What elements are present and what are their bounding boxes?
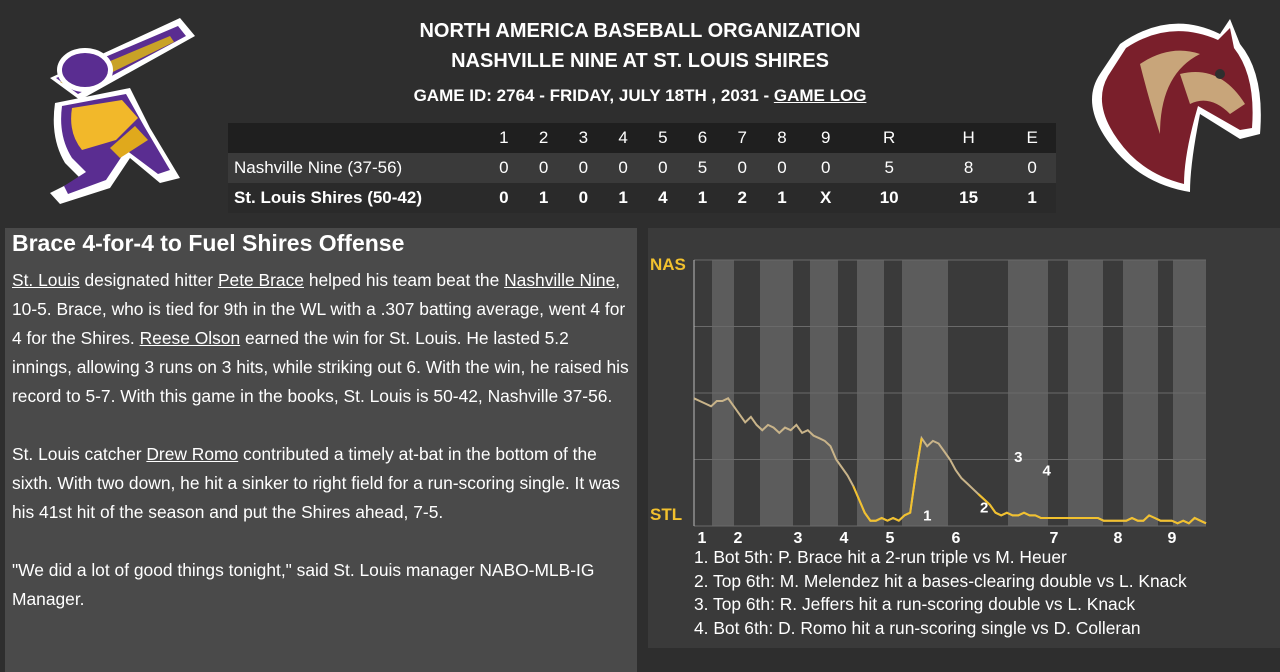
recap-text: , 10-5. Brace, who is tied for 9th in th… <box>12 270 626 348</box>
inning-tick-label: 5 <box>886 530 895 547</box>
inning-tick-label: 7 <box>1050 530 1059 547</box>
game-log-link[interactable]: GAME LOG <box>773 86 867 105</box>
y-label-top: NAS <box>650 255 686 274</box>
team-link-st-louis[interactable]: St. Louis <box>12 270 80 290</box>
player-link-drew-romo[interactable]: Drew Romo <box>146 444 239 464</box>
linescore-cell: 5 <box>884 158 894 177</box>
recap-text: helped his team beat the <box>303 270 505 290</box>
linescore-header-cell: 6 <box>697 128 708 147</box>
recap-text: earned the win for St. Louis. He lasted … <box>12 328 629 406</box>
game-recap-panel: Brace 4-for-4 to Fuel Shires Offense St.… <box>5 228 637 672</box>
game-id-text: GAME ID: 2764 - FRIDAY, JULY 18TH , 2031… <box>413 86 774 105</box>
inning-tick-label: 4 <box>840 530 849 547</box>
linescore-header-cell: 8 <box>777 128 787 147</box>
linescore-cell: 15 <box>959 188 979 207</box>
linescore-cell: 0 <box>1027 158 1037 177</box>
linescore-header-row: 1 2 3 4 5 6 7 8 9 R H E <box>228 123 1056 153</box>
linescore-cell: 0 <box>499 188 509 207</box>
linescore-header-cell: 9 <box>820 128 831 147</box>
key-play-marker: 3 <box>1014 449 1022 466</box>
matchup-title: NASHVILLE NINE AT ST. LOUIS SHIRES <box>451 50 829 72</box>
linescore-row-away: Nashville Nine (37-56) 0 0 0 0 0 5 0 0 0… <box>228 153 1056 183</box>
linescore-header-cell: 7 <box>737 128 747 147</box>
linescore-cell: 0 <box>777 158 787 177</box>
player-link-reese-olson[interactable]: Reese Olson <box>139 328 241 348</box>
recap-body: St. Louis designated hitter Pete Brace h… <box>12 266 632 614</box>
inning-tick-label: 6 <box>952 530 961 547</box>
inning-tick-label: 8 <box>1114 530 1123 547</box>
win-probability-line-highlight <box>852 438 923 522</box>
linescore-header-cell: 3 <box>578 128 589 147</box>
linescore-header-cell: 4 <box>618 128 628 147</box>
linescore-header-cell: H <box>962 128 975 147</box>
key-play-item: 2. Top 6th: M. Melendez hit a bases-clea… <box>694 570 1187 591</box>
team-name-away[interactable]: Nashville Nine (37-56) <box>234 158 403 177</box>
linescore-cell: 1 <box>538 188 549 207</box>
horse-head-logo-icon <box>1092 19 1261 192</box>
linescore-cell: 8 <box>963 158 974 177</box>
linescore-cell: 0 <box>820 158 831 177</box>
linescore-cell: 0 <box>538 158 549 177</box>
key-play-item: 3. Top 6th: R. Jeffers hit a run-scoring… <box>694 594 1136 614</box>
inning-tick-label: 1 <box>698 530 707 547</box>
linescore-cell: 1 <box>1027 188 1037 207</box>
linescore-cell: 1 <box>777 188 787 207</box>
game-info: GAME ID: 2764 - FRIDAY, JULY 18TH , 2031… <box>340 86 940 106</box>
linescore-cell: 5 <box>697 158 708 177</box>
linescore-cell: X <box>820 188 832 207</box>
batter-logo-icon <box>50 18 195 204</box>
y-label-bottom: STL <box>650 505 682 524</box>
linescore-cell: 0 <box>578 158 589 177</box>
recap-text: contributed a timely at-bat in the botto… <box>12 444 620 522</box>
linescore-corner <box>228 123 484 153</box>
recap-paragraph-1: St. Louis designated hitter Pete Brace h… <box>12 266 632 411</box>
org-title: NORTH AMERICA BASEBALL ORGANIZATION <box>419 20 861 42</box>
linescore-cell: 0 <box>578 188 589 207</box>
linescore-header-cell: 2 <box>538 128 549 147</box>
inning-tick-label: 9 <box>1168 530 1177 547</box>
key-play-marker: 1 <box>923 508 931 525</box>
player-link-pete-brace[interactable]: Pete Brace <box>217 270 304 290</box>
linescore-cell: 2 <box>737 188 747 207</box>
team-name-home[interactable]: St. Louis Shires (50-42) <box>234 188 422 207</box>
linescore-cell: 0 <box>499 158 509 177</box>
key-play-marker: 4 <box>1043 462 1052 479</box>
win-probability-panel: NAS STL 1 2 3 4 5 6 7 8 9 1 2 3 4 1. Bot 5th: P. Brace… <box>648 228 1280 648</box>
recap-text: designated hitter <box>79 270 218 290</box>
key-play-item: 4. Bot 6th: D. Romo hit a run-scoring si… <box>694 617 1141 638</box>
recap-headline: Brace 4-for-4 to Fuel Shires Offense <box>12 230 405 256</box>
recap-paragraph-2: St. Louis catcher Drew Romo contributed … <box>12 440 632 527</box>
win-probability-chart: NAS STL 1 2 3 4 5 6 7 8 9 1 2 3 4 <box>650 255 1207 547</box>
key-plays-legend: 1. Bot 5th: P. Brace hit a 2-run triple … <box>694 546 1187 640</box>
linescore-cell: 0 <box>658 158 668 177</box>
win-probability-line-highlight <box>977 493 1207 525</box>
team-link-nashville[interactable]: Nashville Nine <box>504 270 616 290</box>
linescore-cell: 1 <box>697 188 708 207</box>
key-play-marker: 2 <box>980 500 988 517</box>
linescore-header-cell: E <box>1026 128 1038 147</box>
linescore-cell: 10 <box>879 188 899 207</box>
linescore-header-cell: R <box>883 128 896 147</box>
linescore-cell: 1 <box>618 188 628 207</box>
linescore-table: 1 2 3 4 5 6 7 8 9 R H E Nashville Nine (… <box>228 123 1056 213</box>
linescore-cell: 0 <box>737 158 747 177</box>
recap-text: St. Louis catcher <box>12 444 147 464</box>
inning-tick-label: 2 <box>734 530 743 547</box>
linescore-cell: 4 <box>658 188 668 207</box>
linescore-header-cell: 1 <box>499 128 509 147</box>
inning-tick-label: 3 <box>794 530 803 547</box>
linescore-header-cell: 5 <box>658 128 668 147</box>
linescore-cell: 0 <box>618 158 628 177</box>
linescore-row-home: St. Louis Shires (50-42) 0 1 0 1 4 1 2 1… <box>228 183 1056 213</box>
recap-paragraph-3: "We did a lot of good things tonight," s… <box>12 560 595 609</box>
key-play-item: 1. Bot 5th: P. Brace hit a 2-run triple … <box>694 547 1067 567</box>
